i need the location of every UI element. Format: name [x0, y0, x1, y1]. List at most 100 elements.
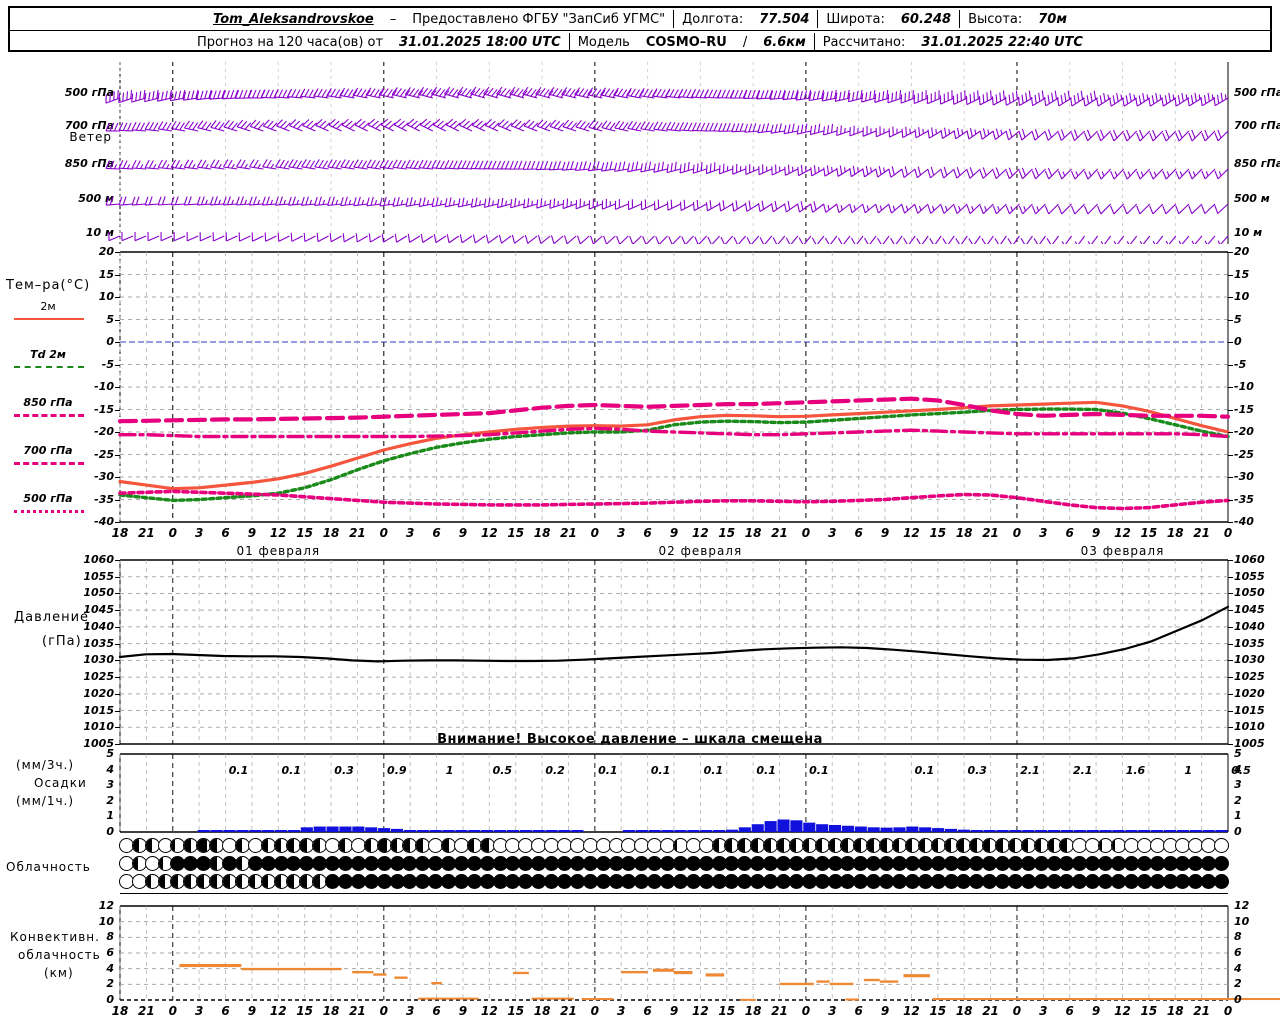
time-label-4: 6	[221, 526, 230, 540]
temp-ytick-right-11: -35	[1234, 492, 1254, 506]
cloud-fill	[1034, 839, 1042, 852]
pressure-tickmark	[1228, 660, 1233, 662]
time-label-23: 15	[718, 526, 736, 540]
time-label-bottom-23: 15	[718, 1004, 736, 1018]
cloud-fill	[802, 839, 810, 852]
precip-ytick-right-2: 3	[1234, 778, 1242, 792]
date-label-2: 03 февраля	[1080, 544, 1165, 558]
time-label-17: 21	[560, 526, 577, 540]
precip-bar	[1112, 830, 1125, 832]
wind-level-label-left-3: 500 м	[78, 192, 114, 205]
precip-ytick-left-0: 5	[106, 747, 114, 760]
cloud-fill	[261, 839, 269, 852]
precip-bar	[249, 830, 262, 832]
time-label-bottom-8: 18	[322, 1004, 340, 1018]
cloud-fill	[364, 839, 372, 852]
conv-cloud-bar-20	[879, 980, 899, 983]
cloud-fill	[854, 839, 861, 852]
time-label-15: 15	[507, 526, 525, 540]
calculated-label: Рассчитано:	[822, 34, 906, 50]
cloud-fill	[1099, 839, 1103, 852]
temp-tickmark	[1228, 477, 1233, 478]
cloud-fill	[390, 839, 397, 852]
precip-bar	[352, 826, 365, 832]
time-label-bottom-30: 12	[903, 1004, 920, 1018]
time-label-bottom-5: 9	[247, 1004, 257, 1018]
cloud-fill	[235, 857, 243, 870]
time-label-31: 15	[929, 526, 947, 540]
temp-legend-swatch-0	[14, 318, 84, 320]
cloud-fill	[416, 839, 423, 852]
time-label-bottom-13: 9	[458, 1004, 468, 1018]
header-row-forecast: Прогноз на 120 часа(ов) от 31.01.2025 18…	[10, 31, 1270, 53]
conv-ytick-left-0: 12	[98, 899, 114, 912]
precip-bar	[339, 826, 352, 832]
cloud-fill	[184, 875, 191, 888]
precip-3h-label-3: 0.9	[387, 764, 407, 777]
wind-level-label-right-1: 700 гПа	[1234, 119, 1280, 132]
temp-legend-label-0: 2м	[40, 300, 56, 313]
temp-tickmark	[1228, 499, 1233, 501]
precip-bar	[944, 828, 958, 832]
precip-title-1h: (мм/1ч.)	[16, 794, 75, 808]
cloud-symbol-high	[750, 838, 766, 853]
time-label-bottom-7: 15	[296, 1004, 314, 1018]
precip-3h-label-5: 0.5	[492, 764, 513, 777]
pressure-plot	[118, 559, 1230, 745]
temp-legend-label-4: 500 гПа	[23, 492, 73, 505]
cloud-fill	[132, 857, 138, 870]
cloud-fill	[145, 875, 151, 888]
longitude-value: 77.504	[759, 11, 810, 27]
precip-bar	[906, 826, 919, 832]
temp-tickmark	[115, 432, 120, 433]
precip-bar	[790, 820, 803, 832]
time-label-bottom-14: 12	[480, 1004, 498, 1018]
precip-ytick-left-2: 3	[106, 778, 114, 792]
conv-cloud-bar-0	[179, 963, 242, 968]
time-label-bottom-0: 18	[111, 1004, 129, 1018]
temp-tickmark	[1228, 252, 1233, 253]
pressure-tickmark	[1228, 560, 1233, 561]
calculated-time: 31.01.2025 22:40 UTC	[921, 34, 1083, 50]
time-label-bottom-2: 0	[168, 1004, 177, 1018]
cloud-fill	[905, 839, 913, 852]
precip-bar	[700, 830, 713, 832]
conv-cloud-bar-1	[241, 967, 342, 971]
pressure-ytick-left-7: 1025	[83, 670, 114, 684]
temp-tickmark	[115, 387, 120, 388]
temp-tickmark	[115, 274, 120, 276]
precip-bar	[738, 827, 751, 832]
precip-ytick-right-3: 2	[1234, 793, 1242, 807]
time-label-3: 3	[194, 526, 204, 540]
precip-bar	[674, 830, 687, 832]
time-label-bottom-32: 18	[955, 1004, 973, 1018]
precip-bar	[300, 827, 313, 832]
pressure-tickmark	[115, 576, 120, 578]
time-label-bottom-16: 18	[533, 1004, 551, 1018]
conv-cloud-bar-2	[352, 971, 374, 974]
cloud-fill	[892, 839, 900, 852]
precip-bar	[378, 828, 391, 832]
time-label-14: 12	[480, 526, 498, 540]
precip-bar	[880, 827, 893, 832]
precip-bar	[262, 830, 275, 832]
temp-tickmark	[115, 454, 120, 456]
precip-bar	[687, 830, 700, 832]
convective-cloud-panel: Конвективн. облачность (км) 12 12 10 10 8 8 6 6…	[0, 899, 1280, 1024]
precip-bar	[957, 829, 970, 832]
time-label-bottom-25: 21	[771, 1004, 788, 1018]
cloud-fill	[338, 839, 346, 852]
precip-bar	[893, 827, 906, 832]
temp-tickmark	[1228, 387, 1233, 388]
temp-series-1	[118, 407, 1230, 503]
temp-ytick-left-2: 10	[98, 290, 114, 303]
time-label-bottom-3: 3	[194, 1004, 204, 1018]
precip-3h-label-12: 0.1	[914, 764, 935, 777]
header-box: Tom_Aleksandrovskoe – Предоставлено ФГБУ…	[8, 6, 1272, 52]
precip-bar	[829, 824, 842, 832]
temp-ytick-right-7: -15	[1234, 402, 1254, 416]
time-label-36: 6	[1065, 526, 1074, 540]
precip-3h-label-9: 0.1	[703, 764, 724, 777]
time-label-25: 21	[771, 526, 788, 540]
time-label-19: 3	[617, 526, 626, 540]
